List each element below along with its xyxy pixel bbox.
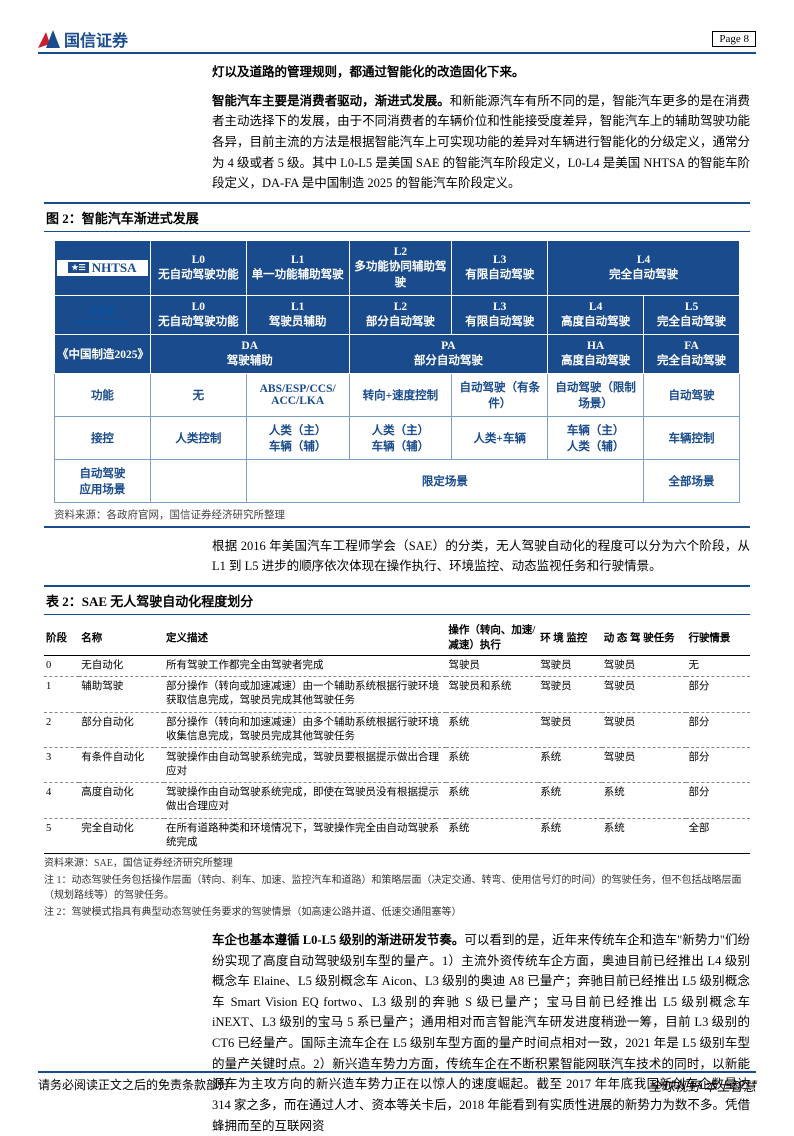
nhtsa-l0: L0 无自动驾驶功能 <box>150 240 246 295</box>
sae-logo: SAEINTERNATIONAL® <box>55 295 151 334</box>
page-number: Page 8 <box>712 31 756 47</box>
nhtsa-l4: L4 完全自动驾驶 <box>548 240 740 295</box>
table-2: 阶段名称定义描述 操作（转向、加速/减速）执行环 境 监控动 态 驾 驶任务行驶… <box>44 619 750 854</box>
table-2-note1: 注 1：动态驾驶任务包括操作层面（转向、刹车、加速、监控汽车和道路）和策略层面（… <box>44 873 750 903</box>
nhtsa-l3: L3 有限自动驾驶 <box>452 240 548 295</box>
cn-da: DA 驾驶辅助 <box>150 334 349 373</box>
para-3: 车企也基本遵循 L0-L5 级别的渐进研发节奏。可以看到的是，近年来传统车企和造… <box>212 930 750 1136</box>
footer-disclaimer: 请务必阅读正文之后的免责条款部分 <box>38 1076 230 1095</box>
para-1: 智能汽车主要是消费者驱动，渐进式发展。和新能源汽车有所不同的是，智能汽车更多的是… <box>212 91 750 194</box>
cn2025-logo: 《中国制造2025》 <box>55 334 151 373</box>
row-function: 功能 无 ABS/ESP/CCS/ ACC/LKA 转向+速度控制 自动驾驶（有… <box>55 373 740 416</box>
table-2-source: 资料来源：SAE，国信证券经济研究所整理 <box>44 856 750 871</box>
nhtsa-l2: L2 多功能协同辅助驾驶 <box>349 240 452 295</box>
figure-2-title: 图 2：智能汽车渐进式发展 <box>44 202 750 232</box>
para-2: 根据 2016 年美国汽车工程师学会（SAE）的分类，无人驾驶自动化的程度可以分… <box>212 536 750 577</box>
table-2-header: 阶段名称定义描述 操作（转向、加速/减速）执行环 境 监控动 态 驾 驶任务行驶… <box>44 619 750 656</box>
nhtsa-l1: L1 单一功能辅助驾驶 <box>246 240 349 295</box>
table-row: 5完全自动化在所有道路种类和环境情况下，驾驶操作完全由自动驾驶系统完成系统系统系… <box>44 818 750 853</box>
page-header: 国信证券 Page 8 <box>38 28 756 54</box>
table-row: 0无自动化所有驾驶工作都完全由驾驶者完成驾驶员驾驶员驾驶员无 <box>44 656 750 677</box>
cn-pa: PA 部分自动驾驶 <box>349 334 548 373</box>
footer-slogan: 全球视野 本土智慧 <box>649 1076 756 1095</box>
table-2-title: 表 2：SAE 无人驾驶自动化程度划分 <box>44 585 750 615</box>
cn-fa: FA 完全自动驾驶 <box>644 334 740 373</box>
company-logo: 国信证券 <box>38 27 128 51</box>
figure-2-table: ★☰NHTSA L0 无自动驾驶功能 L1 单一功能辅助驾驶 L2 多功能协同辅… <box>54 240 740 503</box>
logo-icon <box>38 30 60 48</box>
cn-ha: HA 高度自动驾驶 <box>548 334 644 373</box>
table-row: 4高度自动化驾驶操作由自动驾驶系统完成，即使在驾驶员没有根据提示做出合理应对系统… <box>44 783 750 818</box>
table-2-note2: 注 2：驾驶模式指具有典型动态驾驶任务要求的驾驶情景（如高速公路并道、低速交通阻… <box>44 905 750 920</box>
sae-l1: L1 驾驶员辅助 <box>246 295 349 334</box>
page-footer: 请务必阅读正文之后的免责条款部分 全球视野 本土智慧 <box>38 1071 756 1095</box>
table-row: 3有条件自动化驾驶操作由自动驾驶系统完成，驾驶员要根据提示做出合理应对系统系统驾… <box>44 747 750 782</box>
sae-l4: L4 高度自动驾驶 <box>548 295 644 334</box>
sae-l3: L3 有限自动驾驶 <box>452 295 548 334</box>
sae-l5: L5 完全自动驾驶 <box>644 295 740 334</box>
intro-line: 灯以及道路的管理规则，都通过智能化的改造固化下来。 <box>212 62 750 83</box>
figure-2-source: 资料来源：各政府官网，国信证券经济研究所整理 <box>54 507 750 522</box>
row-control: 接控 人类控制 人类（主） 车辆（辅） 人类（主） 车辆（辅） 人类+车辆 车辆… <box>55 416 740 459</box>
sae-l2: L2 部分自动驾驶 <box>349 295 452 334</box>
company-name: 国信证券 <box>64 27 128 51</box>
table-row: 1辅助驾驶部分操作（转向或加速减速）由一个辅助系统根据行驶环境获取信息完成，驾驶… <box>44 677 750 712</box>
row-scene: 自动驾驶 应用场景 限定场景 全部场景 <box>55 459 740 502</box>
table-row: 2部分自动化部分操作（转向和加速减速）由多个辅助系统根据行驶环境收集信息完成，驾… <box>44 712 750 747</box>
sae-l0: L0 无自动驾驶功能 <box>150 295 246 334</box>
nhtsa-logo: ★☰NHTSA <box>57 260 148 276</box>
